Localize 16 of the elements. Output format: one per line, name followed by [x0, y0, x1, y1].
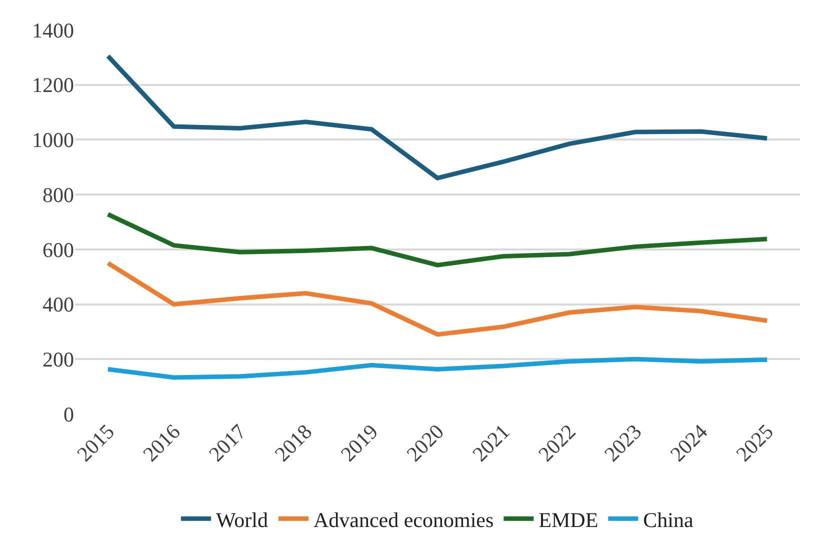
- legend-label: EMDE: [538, 508, 598, 532]
- line-series: [106, 356, 770, 380]
- y-tick-label: 200: [42, 347, 74, 372]
- y-tick-label: 1000: [32, 128, 74, 152]
- legend-label: China: [643, 508, 694, 532]
- y-tick-label: 400: [42, 292, 74, 317]
- y-tick-label: 800: [42, 182, 74, 207]
- line-series: [106, 260, 770, 337]
- line-series: [106, 212, 770, 268]
- legend-label: World: [216, 508, 268, 532]
- y-tick-label: 1400: [32, 18, 74, 42]
- y-tick-label: 0: [64, 402, 74, 426]
- y-tick-label: 600: [42, 238, 74, 262]
- legend-label: Advanced economies: [313, 508, 494, 532]
- line-series: [106, 54, 770, 180]
- y-tick-label: 1200: [32, 73, 74, 98]
